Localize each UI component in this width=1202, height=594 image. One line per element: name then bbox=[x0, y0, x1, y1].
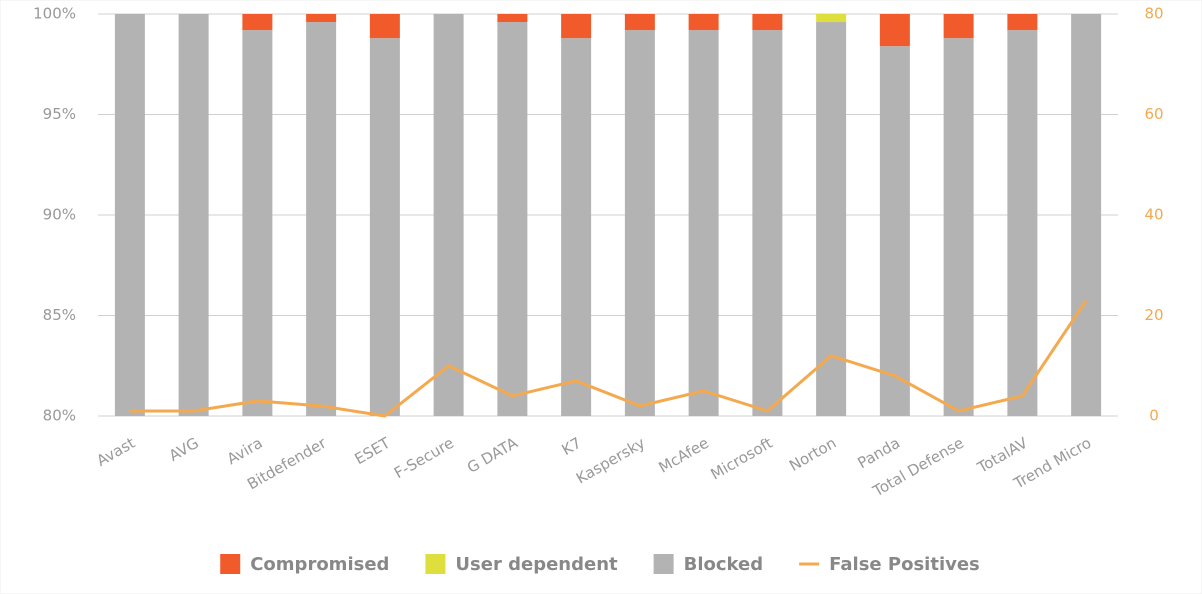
legend-label: Blocked bbox=[684, 554, 764, 575]
bar-segment bbox=[1007, 30, 1038, 417]
bar-segment bbox=[752, 14, 783, 31]
bar-segment bbox=[369, 14, 400, 39]
legend-label: User dependent bbox=[455, 554, 618, 575]
bar-segment bbox=[879, 14, 910, 47]
legend-label: False Positives bbox=[829, 554, 980, 575]
y2-tick-label: 20 bbox=[1144, 306, 1163, 324]
bar-segment bbox=[943, 14, 974, 39]
bar-segment bbox=[242, 30, 273, 417]
legend-item: Blocked bbox=[653, 554, 764, 575]
legend-item: User dependent bbox=[425, 554, 618, 575]
bar-segment bbox=[752, 30, 783, 417]
bar-segment bbox=[242, 14, 273, 31]
bar-segment bbox=[688, 30, 719, 417]
bar-segment bbox=[497, 22, 528, 416]
bar-segment bbox=[943, 38, 974, 417]
legend-item: False Positives bbox=[799, 554, 980, 575]
legend-item: Compromised bbox=[220, 554, 389, 575]
bar-segment bbox=[178, 14, 209, 416]
bar-segment bbox=[816, 22, 847, 416]
legend-swatch bbox=[425, 554, 446, 574]
line-series bbox=[129, 299, 1088, 418]
bar-segment bbox=[306, 22, 337, 416]
bar-segment bbox=[879, 46, 910, 416]
bar-segment bbox=[561, 14, 592, 39]
bar-segment bbox=[1071, 14, 1102, 416]
bar-segment bbox=[369, 38, 400, 417]
legend-swatch bbox=[653, 554, 674, 574]
bar-segment bbox=[306, 14, 337, 23]
bar-segment bbox=[624, 14, 655, 31]
y-tick-label: 90% bbox=[43, 206, 76, 224]
bar-segment bbox=[433, 14, 464, 416]
bar-segment bbox=[114, 14, 145, 416]
y2-tick-label: 80 bbox=[1144, 5, 1163, 23]
bar-segment bbox=[1007, 14, 1038, 31]
y-tick-label: 85% bbox=[43, 306, 76, 324]
bar-segment bbox=[816, 14, 847, 23]
bar-segment bbox=[624, 30, 655, 417]
bar-segment bbox=[561, 38, 592, 417]
y2-tick-label: 0 bbox=[1149, 407, 1159, 425]
y-tick-label: 95% bbox=[43, 105, 76, 123]
legend-label: Compromised bbox=[250, 554, 389, 575]
y2-tick-label: 40 bbox=[1144, 206, 1163, 224]
y-tick-label: 100% bbox=[33, 5, 76, 23]
y2-tick-label: 60 bbox=[1144, 105, 1163, 123]
legend: Compromised User dependent Blocked False Po… bbox=[220, 554, 980, 575]
bar-segment bbox=[497, 14, 528, 23]
legend-swatch bbox=[220, 554, 241, 574]
bar-segment bbox=[688, 14, 719, 31]
y-tick-label: 80% bbox=[43, 407, 76, 425]
